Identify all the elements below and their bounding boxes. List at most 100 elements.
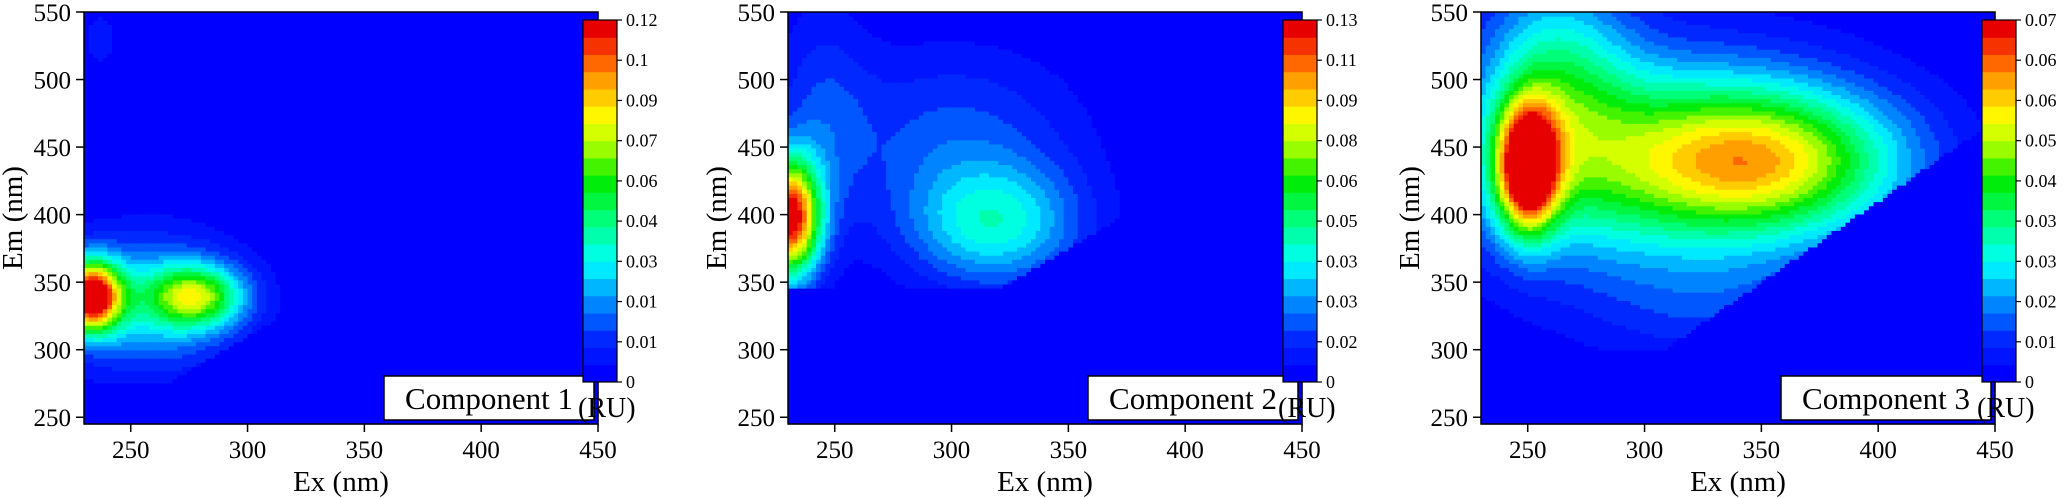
heatmap-cell xyxy=(130,20,136,25)
heatmap-cell xyxy=(256,349,263,355)
heatmap-cell xyxy=(280,57,286,63)
heatmap-cell xyxy=(266,139,272,145)
heatmap-cell xyxy=(177,358,183,363)
heatmap-cell xyxy=(102,213,108,219)
heatmap-cell xyxy=(224,321,230,326)
heatmap-cell xyxy=(140,415,146,421)
heatmap-cell xyxy=(84,358,90,363)
heatmap-cell xyxy=(112,288,118,293)
heatmap-cell xyxy=(191,44,197,50)
heatmap-cell xyxy=(247,77,253,83)
heatmap-cell xyxy=(224,197,230,203)
heatmap-cell xyxy=(224,53,230,58)
heatmap-cell xyxy=(266,172,272,178)
heatmap-cell xyxy=(158,172,165,178)
heatmap-cell xyxy=(88,102,94,108)
heatmap-cell xyxy=(163,296,169,301)
heatmap-cell xyxy=(233,382,239,388)
heatmap-cell xyxy=(252,345,258,351)
heatmap-cell xyxy=(214,378,221,384)
heatmap-cell xyxy=(191,411,197,417)
heatmap-cell xyxy=(149,382,155,388)
heatmap-cell xyxy=(298,77,305,83)
heatmap-cell xyxy=(284,362,291,367)
heatmap-cell xyxy=(280,263,286,269)
heatmap-cell xyxy=(270,321,277,326)
heatmap-cell xyxy=(233,82,239,87)
heatmap-cell xyxy=(112,201,118,207)
heatmap-cell xyxy=(242,353,249,359)
heatmap-cell xyxy=(284,391,291,396)
heatmap-cell xyxy=(284,222,291,227)
heatmap-cell xyxy=(121,358,127,363)
heatmap-cell xyxy=(261,250,267,256)
heatmap-cell xyxy=(294,222,300,227)
heatmap-cell xyxy=(280,139,286,145)
heatmap-cell xyxy=(252,403,258,409)
heatmap-cell xyxy=(102,366,108,372)
heatmap-cell xyxy=(280,106,286,112)
heatmap-cell xyxy=(121,36,127,42)
heatmap-cell xyxy=(238,321,244,326)
heatmap-cell xyxy=(182,415,188,421)
heatmap-cell xyxy=(163,24,169,30)
heatmap-cell xyxy=(312,152,319,157)
heatmap-cell xyxy=(172,337,179,343)
heatmap-cell xyxy=(149,94,155,100)
heatmap-cell xyxy=(102,77,108,83)
heatmap-cell xyxy=(247,358,253,363)
heatmap-cell xyxy=(98,362,104,367)
heatmap-cell xyxy=(308,275,314,281)
heatmap-cell xyxy=(112,304,118,310)
heatmap-cell xyxy=(298,378,305,384)
heatmap-cell xyxy=(168,57,174,63)
heatmap-cell xyxy=(191,386,197,392)
heatmap-cell xyxy=(303,353,309,359)
heatmap-cell xyxy=(158,234,165,240)
heatmap-cell xyxy=(280,407,286,413)
heatmap-cell xyxy=(102,288,108,293)
heatmap-cell xyxy=(228,358,235,363)
heatmap-cell xyxy=(84,201,90,207)
heatmap-cell xyxy=(298,358,305,363)
heatmap-cell xyxy=(84,123,90,128)
heatmap-cell xyxy=(182,77,188,83)
heatmap-cell xyxy=(84,185,90,190)
heatmap-cell xyxy=(107,160,113,166)
heatmap-cell xyxy=(308,119,314,124)
heatmap-cell xyxy=(219,411,225,417)
heatmap-cell xyxy=(84,61,90,67)
heatmap-cell xyxy=(275,370,281,376)
heatmap-cell xyxy=(298,275,305,281)
heatmap-cell xyxy=(149,370,155,376)
heatmap-cell xyxy=(144,411,151,417)
heatmap-cell xyxy=(270,345,277,351)
heatmap-cell xyxy=(196,267,202,273)
heatmap-cell xyxy=(294,135,300,141)
heatmap-cell xyxy=(266,77,272,83)
heatmap-cell xyxy=(172,77,179,83)
heatmap-cell xyxy=(219,20,225,25)
heatmap-cell xyxy=(121,57,127,63)
heatmap-cell xyxy=(303,16,309,21)
heatmap-cell xyxy=(270,246,277,252)
heatmap-cell xyxy=(266,12,272,17)
heatmap-cell xyxy=(172,271,179,277)
heatmap-cell xyxy=(261,275,267,281)
heatmap-cell xyxy=(182,312,188,318)
heatmap-cell xyxy=(205,32,211,38)
heatmap-cell xyxy=(84,255,90,260)
heatmap-cell xyxy=(126,147,132,153)
heatmap-cell xyxy=(280,16,286,21)
heatmap-cell xyxy=(186,164,193,170)
heatmap-cell xyxy=(233,44,239,50)
heatmap-cell xyxy=(210,288,216,293)
heatmap-cell xyxy=(177,197,183,203)
heatmap-cell xyxy=(256,415,263,421)
heatmap-cell xyxy=(135,292,141,297)
heatmap-cell xyxy=(312,353,319,359)
heatmap-cell xyxy=(88,152,94,157)
heatmap-cell xyxy=(158,288,165,293)
heatmap-cell xyxy=(98,288,104,293)
